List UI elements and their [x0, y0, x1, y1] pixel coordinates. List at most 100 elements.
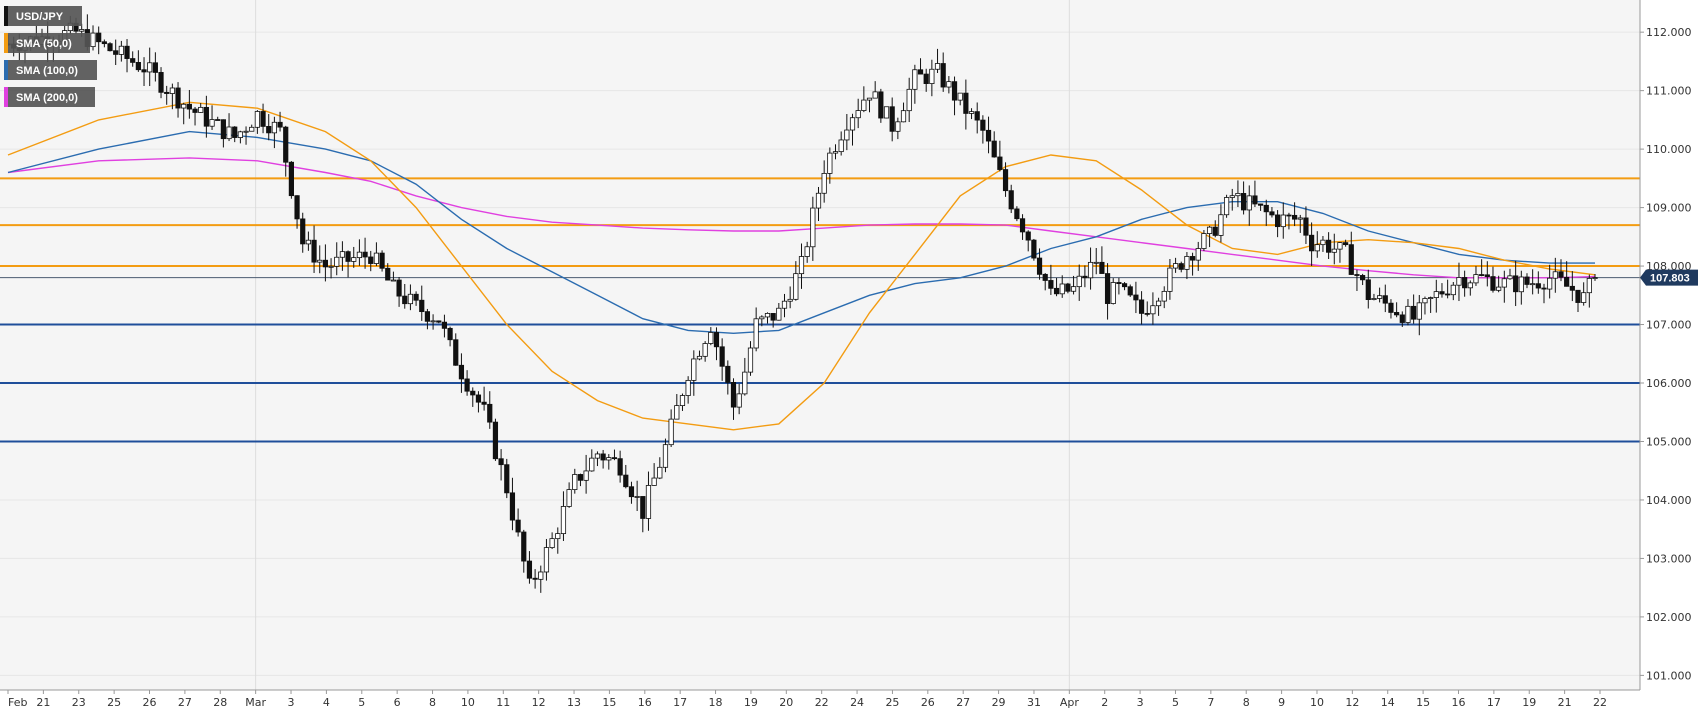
x-tick-label: 10	[461, 696, 475, 709]
x-tick-label: 3	[1137, 696, 1144, 709]
candle-body	[838, 139, 844, 153]
legend-item[interactable]: USD/JPY	[4, 6, 82, 26]
candle-body	[124, 45, 130, 59]
candle-body	[1229, 195, 1235, 198]
candle-body	[1314, 244, 1320, 252]
candle-body	[1564, 276, 1570, 287]
candle-body	[872, 91, 878, 99]
x-tick-label: 9	[1278, 696, 1285, 709]
candle-body	[827, 152, 833, 174]
candle-body	[113, 50, 119, 55]
candle-body	[458, 364, 465, 380]
x-tick-label: 27	[178, 696, 192, 709]
legend[interactable]: USD/JPY SMA (50,0) SMA (100,0) SMA (200,0)	[4, 6, 97, 107]
candle-body	[651, 477, 657, 486]
candle-body	[691, 358, 697, 381]
candle-body	[1558, 271, 1564, 278]
x-tick-label: 20	[779, 696, 793, 709]
candle-body	[1133, 294, 1139, 301]
y-tick-label: 102.000	[1646, 611, 1692, 624]
candle-body	[1428, 297, 1434, 299]
candle-body	[1240, 193, 1247, 211]
candle-body	[305, 239, 311, 245]
candle-body	[577, 474, 584, 481]
candle-body	[657, 466, 663, 479]
candle-body	[1104, 273, 1111, 304]
candle-body	[470, 390, 476, 396]
candle-body	[957, 92, 963, 101]
y-tick-label: 111.000	[1646, 85, 1692, 98]
legend-swatch	[4, 6, 8, 26]
candle-body	[611, 457, 618, 460]
candle-body	[1479, 274, 1485, 276]
candle-body	[311, 239, 317, 263]
candle-body	[1530, 283, 1536, 286]
candle-body	[764, 313, 771, 318]
legend-box	[4, 60, 97, 80]
candle-body	[1309, 234, 1315, 252]
candle-body	[583, 470, 589, 481]
candle-body	[407, 293, 414, 305]
x-tick-label: 10	[1310, 696, 1324, 709]
candle-body	[356, 251, 363, 259]
candle-body	[1382, 295, 1388, 304]
candle-body	[130, 58, 136, 63]
y-tick-label: 106.000	[1646, 377, 1692, 390]
candle-body	[249, 126, 255, 132]
legend-item[interactable]: SMA (100,0)	[4, 60, 97, 80]
candle-body	[1223, 197, 1230, 216]
legend-item[interactable]: SMA (50,0)	[4, 33, 90, 53]
x-tick-label: 26	[921, 696, 935, 709]
candle-body	[436, 320, 442, 323]
candle-body	[1456, 277, 1462, 286]
candle-body	[1042, 273, 1048, 281]
legend-label: SMA (200,0)	[16, 92, 78, 104]
candle-body	[1507, 275, 1513, 280]
candle-body	[1195, 248, 1201, 261]
candle-body	[1138, 299, 1145, 314]
candle-body	[1116, 282, 1122, 284]
legend-item[interactable]: SMA (200,0)	[4, 87, 95, 107]
candle-body	[345, 251, 351, 262]
x-tick-label: 21	[1558, 696, 1572, 709]
x-tick-label: 14	[1381, 696, 1395, 709]
candle-body	[1371, 298, 1377, 300]
candle-body	[1535, 283, 1541, 289]
candle-body	[991, 140, 997, 158]
candle-body	[1348, 244, 1354, 275]
candle-body	[441, 321, 448, 329]
candle-body	[294, 195, 300, 220]
candle-body	[1161, 290, 1167, 302]
candle-body	[430, 320, 436, 323]
candle-body	[719, 346, 725, 367]
candle-body	[1292, 214, 1298, 220]
candle-body	[1178, 263, 1184, 270]
x-tick-label: 5	[1172, 696, 1179, 709]
candle-body	[804, 246, 810, 257]
candle-body	[940, 63, 946, 88]
candle-body	[379, 252, 385, 269]
legend-box	[4, 33, 90, 53]
candle-body	[339, 251, 346, 258]
candle-body	[1031, 239, 1037, 259]
candle-body	[79, 29, 85, 32]
candle-body	[141, 69, 147, 73]
candle-body	[708, 332, 714, 344]
sma-50-line	[7, 101, 1596, 431]
x-tick-label: 11	[496, 696, 510, 709]
candle-body	[1433, 291, 1439, 298]
candle-body	[1337, 242, 1343, 250]
candle-body	[1331, 248, 1337, 253]
candle-body	[1206, 226, 1213, 234]
x-tick-label: 12	[1345, 696, 1359, 709]
candle-body	[521, 531, 527, 562]
candle-body	[685, 379, 691, 396]
y-tick-label: 109.000	[1646, 202, 1692, 215]
candle-body	[164, 91, 170, 94]
candle-body	[997, 156, 1003, 170]
candle-body	[560, 506, 567, 535]
horizontal-levels	[0, 177, 1640, 443]
x-tick-label: Mar	[245, 696, 266, 709]
